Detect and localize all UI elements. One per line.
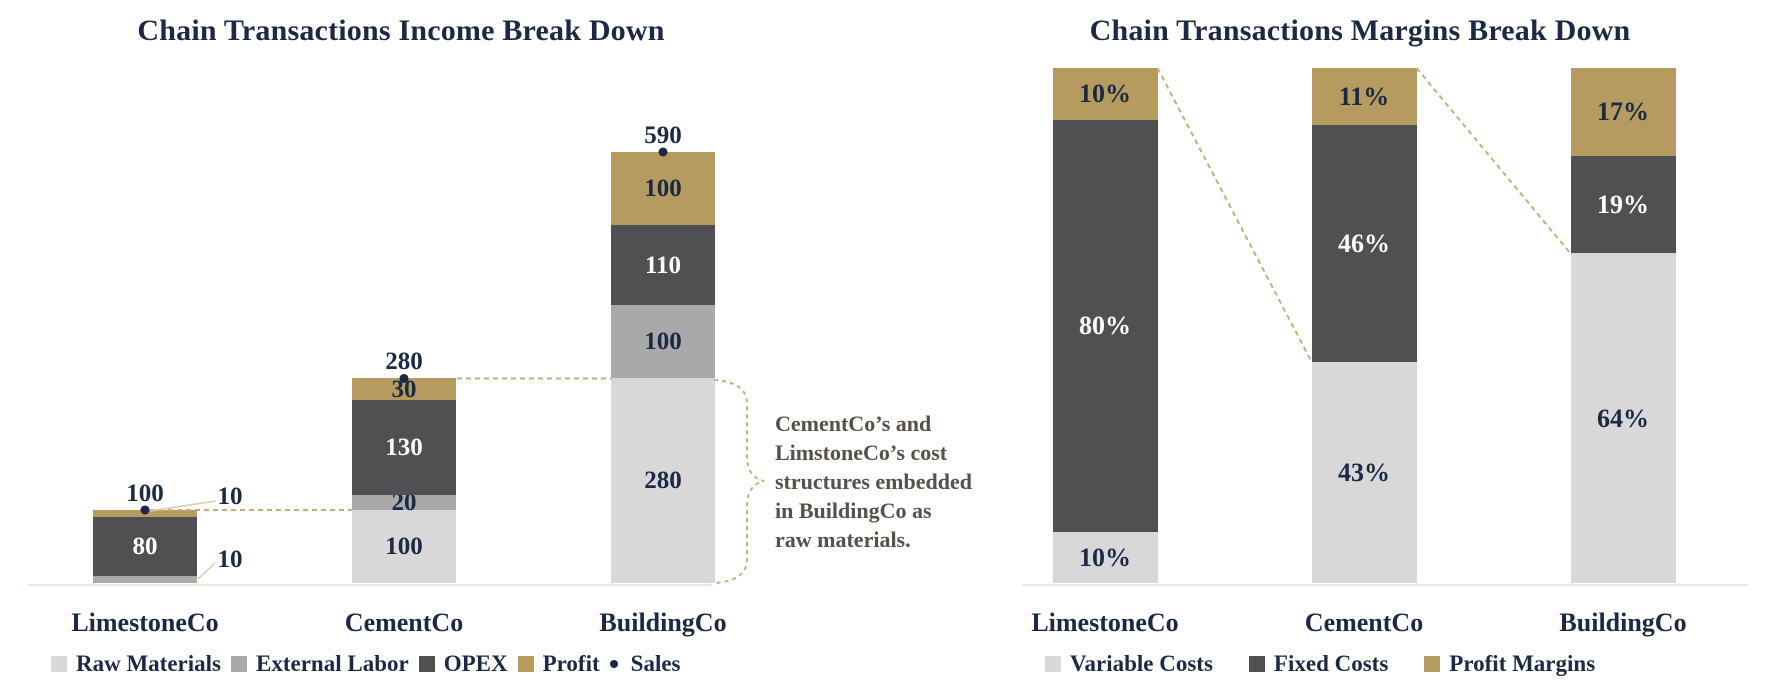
- margins-x-axis-line: [1022, 584, 1748, 586]
- legend-label: Profit Margins: [1449, 651, 1596, 676]
- legend-swatch: [1045, 656, 1061, 672]
- bar-segment-profit-margins-BuildingCo: 17%: [1570, 68, 1676, 156]
- bar-segment-profit-margins-LimestoneCo: 10%: [1052, 68, 1158, 120]
- segment-value-label: 100: [644, 175, 682, 203]
- margins-chart-title: Chain Transactions Margins Break Down: [1089, 14, 1631, 47]
- segment-percent-label: 19%: [1597, 189, 1649, 219]
- legend-swatch: [1424, 656, 1441, 672]
- legend-swatch: [1248, 656, 1265, 672]
- legend-label: Variable Costs: [1070, 651, 1213, 676]
- segment-percent-label: 10%: [1079, 542, 1131, 572]
- bar-segment-fixed-costs-BuildingCo: 19%: [1570, 155, 1676, 254]
- legend-label: Sales: [630, 651, 681, 676]
- income-chart-title: Chain Transactions Income Break Down: [137, 14, 665, 47]
- legend-item-raw-materials: Raw Materials: [51, 651, 221, 677]
- segment-percent-label: 11%: [1338, 81, 1390, 111]
- x-axis-label-LimestoneCo: LimestoneCo: [1031, 608, 1179, 637]
- legend-label: Raw Materials: [76, 651, 221, 676]
- margins-legend: Variable Costs Fixed Costs Profit Margins: [1045, 651, 1595, 677]
- legend-label: Fixed Costs: [1273, 651, 1389, 676]
- x-axis-label-LimestoneCo: LimestoneCo: [71, 608, 219, 637]
- x-axis-label-BuildingCo: BuildingCo: [1559, 608, 1687, 637]
- x-axis-label-CementCo: CementCo: [1304, 608, 1424, 637]
- total-label-CementCo: 280: [385, 348, 423, 376]
- legend-item-variable-costs: Variable Costs: [1045, 651, 1213, 677]
- legend-dot-marker: [609, 660, 618, 668]
- callout-label-0: 10: [217, 483, 243, 510]
- segment-percent-label: 64%: [1597, 403, 1649, 433]
- legend-item-profit: Profit: [517, 651, 600, 677]
- segment-value-label: 280: [644, 467, 682, 495]
- x-axis-label-BuildingCo: BuildingCo: [599, 608, 727, 637]
- bar-segment-profit-margins-CementCo: 11%: [1311, 68, 1417, 125]
- legend-item-profit-margins: Profit Margins: [1424, 651, 1595, 677]
- income-legend: Raw Materials External Labor OPEX Profit Sal…: [51, 651, 681, 677]
- legend-item-external-labor: External Labor: [231, 651, 409, 677]
- legend-label: OPEX: [443, 651, 508, 676]
- legend-item-fixed-costs: Fixed Costs: [1248, 651, 1389, 677]
- bar-segment-external-labor-LimestoneCo: [93, 575, 197, 583]
- bar-segment-fixed-costs-LimestoneCo: 80%: [1052, 119, 1158, 532]
- legend-swatch: [418, 656, 435, 672]
- bar-segment-variable-costs-LimestoneCo: 10%: [1052, 531, 1158, 583]
- segment-percent-label: 46%: [1338, 228, 1390, 258]
- bar-segment-fixed-costs-CementCo: 46%: [1311, 124, 1417, 362]
- legend-item-opex: OPEX: [418, 651, 508, 677]
- bar-segment-opex-CementCo: 130: [352, 400, 456, 496]
- legend-swatch: [517, 656, 534, 672]
- annotation-note: CementCo’s and LimstoneCo’s cost structu…: [775, 411, 972, 552]
- legend-label: External Labor: [256, 651, 409, 676]
- bar-segment-external-labor-BuildingCo: 100: [611, 305, 715, 379]
- segment-value-label: 110: [644, 251, 682, 279]
- bar-segment-opex-BuildingCo: 110: [611, 225, 715, 306]
- segment-value-label: 80: [132, 532, 158, 560]
- bar-segment-raw-materials-BuildingCo: 280: [611, 378, 715, 583]
- segment-percent-label: 10%: [1079, 79, 1131, 109]
- bar-segment-variable-costs-CementCo: 43%: [1311, 361, 1417, 583]
- legend-swatch: [51, 656, 67, 672]
- legend-label: Profit: [542, 651, 600, 676]
- x-axis-label-CementCo: CementCo: [344, 608, 464, 637]
- segment-value-label: 100: [385, 532, 423, 560]
- bar-segment-variable-costs-BuildingCo: 64%: [1570, 253, 1676, 583]
- total-label-BuildingCo: 590: [644, 122, 682, 149]
- bar-segment-opex-LimestoneCo: 80: [93, 517, 197, 576]
- bar-segment-raw-materials-CementCo: 100: [352, 509, 456, 583]
- segment-value-label: 100: [644, 328, 682, 356]
- segment-percent-label: 17%: [1597, 97, 1649, 127]
- bar-segment-profit-BuildingCo: 100: [611, 152, 715, 226]
- segment-value-label: 130: [385, 434, 423, 462]
- legend-item-sales: Sales: [609, 651, 681, 677]
- bar-segment-profit-CementCo: 30: [352, 377, 456, 402]
- legend-swatch: [231, 656, 247, 672]
- segment-percent-label: 80%: [1079, 311, 1131, 340]
- income-x-axis-line: [28, 584, 712, 586]
- callout-label-1: 10: [217, 546, 243, 573]
- segment-percent-label: 43%: [1338, 457, 1390, 487]
